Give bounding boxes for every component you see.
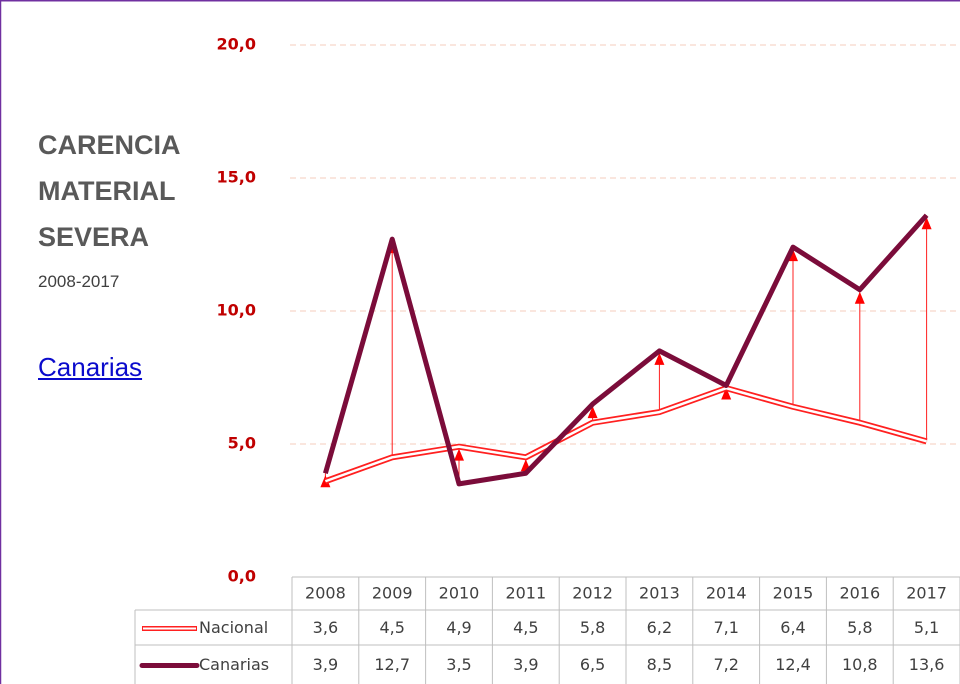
- x-tick-label: 2014: [706, 584, 747, 603]
- y-tick-label: 15,0: [217, 168, 256, 187]
- x-tick-label: 2016: [839, 584, 880, 603]
- table-value: 12,4: [775, 655, 811, 674]
- table-value: 5,1: [914, 618, 939, 637]
- table-value: 10,8: [842, 655, 878, 674]
- table-value: 5,8: [847, 618, 872, 637]
- drop-arrow: [788, 249, 798, 262]
- table-value: 13,6: [909, 655, 945, 674]
- table-value: 7,2: [713, 655, 738, 674]
- table-value: 4,9: [446, 618, 471, 637]
- chart-subtitle: 2008-2017: [38, 272, 120, 291]
- drop-arrow: [454, 448, 464, 461]
- table-value: 7,1: [713, 618, 738, 637]
- x-tick-label: 2008: [305, 584, 346, 603]
- drop-arrow: [721, 387, 732, 400]
- drop-arrow: [854, 291, 865, 304]
- table-value: 3,5: [446, 655, 471, 674]
- y-tick-label: 10,0: [217, 301, 256, 320]
- x-tick-label: 2012: [572, 584, 613, 603]
- region-link[interactable]: Canarias: [38, 352, 143, 382]
- x-tick-label: 2015: [773, 584, 814, 603]
- series-line-inner: [324, 386, 927, 483]
- table-value: 8,5: [647, 655, 672, 674]
- x-tick-label: 2013: [639, 584, 680, 603]
- table-value: 5,8: [580, 618, 605, 637]
- x-tick-label: 2010: [439, 584, 480, 603]
- table-value: 4,5: [513, 618, 538, 637]
- series-line: [324, 385, 928, 485]
- x-tick-label: 2017: [906, 584, 947, 603]
- x-tick-label: 2009: [372, 584, 413, 603]
- table-value: 6,2: [647, 618, 672, 637]
- drop-arrow: [921, 217, 932, 230]
- table-value: 6,5: [580, 655, 605, 674]
- table-value: 6,4: [780, 618, 805, 637]
- y-tick-label: 20,0: [217, 35, 256, 54]
- table-value: 3,9: [513, 655, 538, 674]
- y-tick-label: 5,0: [228, 434, 256, 453]
- table-value: 4,5: [379, 618, 404, 637]
- series-line: [322, 213, 929, 487]
- drop-arrow: [320, 475, 331, 488]
- table-value: 3,6: [313, 618, 338, 637]
- y-tick-label: 0,0: [228, 567, 256, 586]
- chart-title: CARENCIA MATERIAL SEVERA: [38, 130, 180, 252]
- legend-label: Nacional: [199, 618, 268, 637]
- legend-label: Canarias: [199, 655, 269, 674]
- drop-arrow: [587, 406, 598, 419]
- table-value: 12,7: [374, 655, 410, 674]
- x-tick-label: 2011: [505, 584, 546, 603]
- drop-arrow: [654, 352, 665, 365]
- table-value: 3,9: [313, 655, 338, 674]
